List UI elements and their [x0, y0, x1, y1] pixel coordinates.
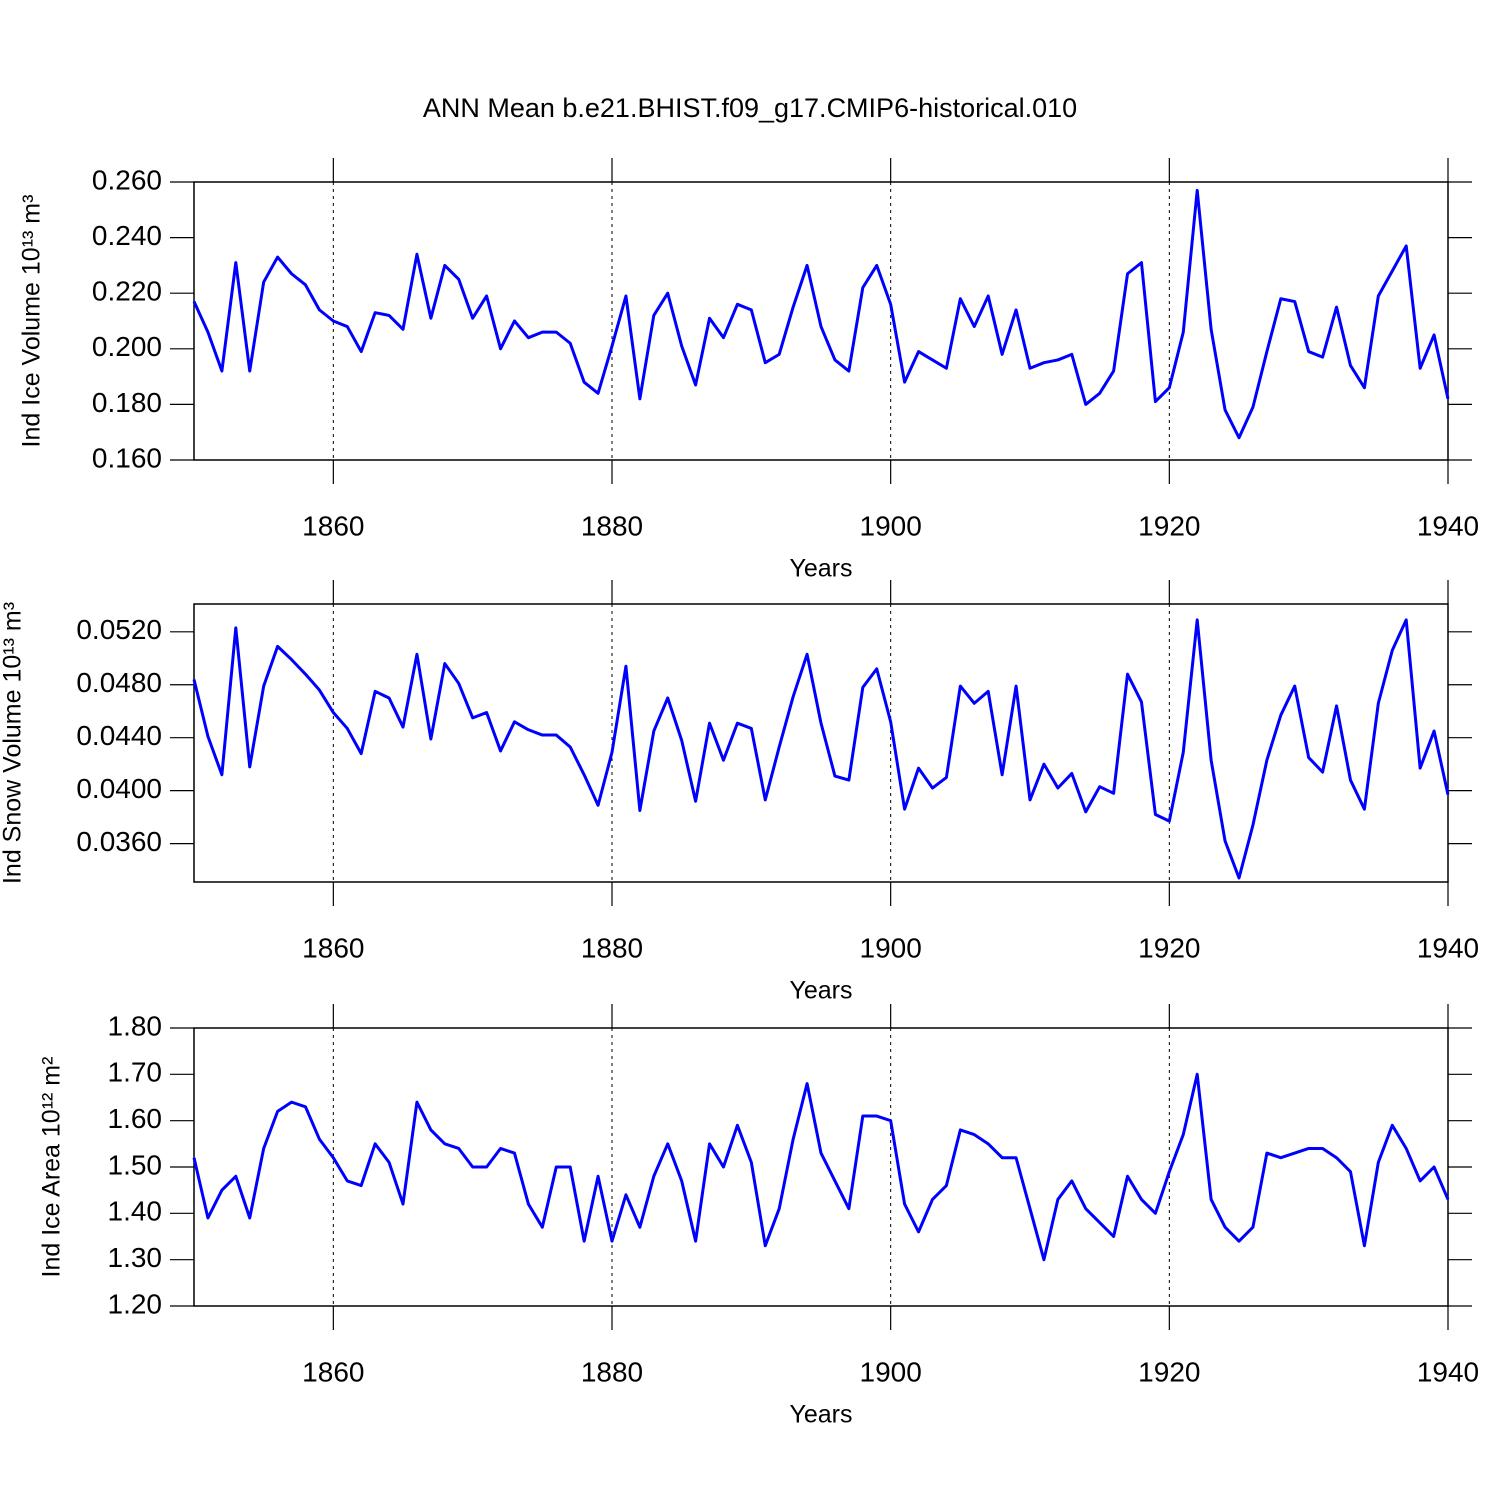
x-tick-label: 1880: [581, 510, 643, 541]
x-tick-label: 1900: [860, 510, 922, 541]
x-tick-label: 1860: [302, 510, 364, 541]
y-tick-label: 0.0400: [76, 773, 162, 804]
y-tick-label: 1.40: [108, 1196, 163, 1227]
y-tick-label: 0.0480: [76, 667, 162, 698]
y-tick-label: 0.160: [92, 442, 162, 473]
data-line: [192, 188, 1450, 440]
y-tick-label: 0.260: [92, 164, 162, 195]
y-tick-label: 1.70: [108, 1057, 163, 1088]
plot-frame: [193, 1027, 1449, 1307]
x-tick-label: 1880: [581, 932, 643, 963]
chart-title: ANN Mean b.e21.BHIST.f09_g17.CMIP6-histo…: [423, 93, 1077, 123]
y-tick-label: 1.60: [108, 1103, 163, 1134]
x-tick-label: 1940: [1417, 1356, 1479, 1387]
y-tick-label: 1.20: [108, 1288, 163, 1319]
x-tick-label: 1920: [1138, 932, 1200, 963]
x-tick-label: 1920: [1138, 510, 1200, 541]
data-line: [192, 1072, 1450, 1262]
x-tick-label: 1900: [860, 1356, 922, 1387]
x-tick-label: 1900: [860, 932, 922, 963]
y-tick-label: 0.0440: [76, 720, 162, 751]
x-tick-label: 1860: [302, 932, 364, 963]
y-tick-label: 0.220: [92, 276, 162, 307]
y-tick-label: 0.180: [92, 387, 162, 418]
y-tick-label: 0.0360: [76, 826, 162, 857]
y-axis-label: Ind Ice Volume 10¹³ m³: [18, 195, 46, 448]
y-tick-label: 1.80: [108, 1010, 163, 1041]
data-line: [192, 618, 1450, 880]
y-axis-label: Ind Ice Area 10¹² m²: [38, 1057, 66, 1278]
y-tick-label: 0.240: [92, 220, 162, 251]
x-axis-label: Years: [789, 977, 852, 1005]
plot-frame: [193, 181, 1449, 461]
y-tick-label: 0.0520: [76, 614, 162, 645]
y-axis-label: Ind Snow Volume 10¹³ m³: [0, 602, 27, 884]
x-tick-label: 1920: [1138, 1356, 1200, 1387]
plot-frame: [193, 603, 1449, 883]
x-axis-label: Years: [789, 1401, 852, 1429]
x-tick-label: 1860: [302, 1356, 364, 1387]
y-tick-label: 0.200: [92, 331, 162, 362]
x-tick-label: 1880: [581, 1356, 643, 1387]
y-tick-label: 1.30: [108, 1242, 163, 1273]
x-axis-label: Years: [789, 555, 852, 583]
y-tick-label: 1.50: [108, 1149, 163, 1180]
x-tick-label: 1940: [1417, 932, 1479, 963]
x-tick-label: 1940: [1417, 510, 1479, 541]
